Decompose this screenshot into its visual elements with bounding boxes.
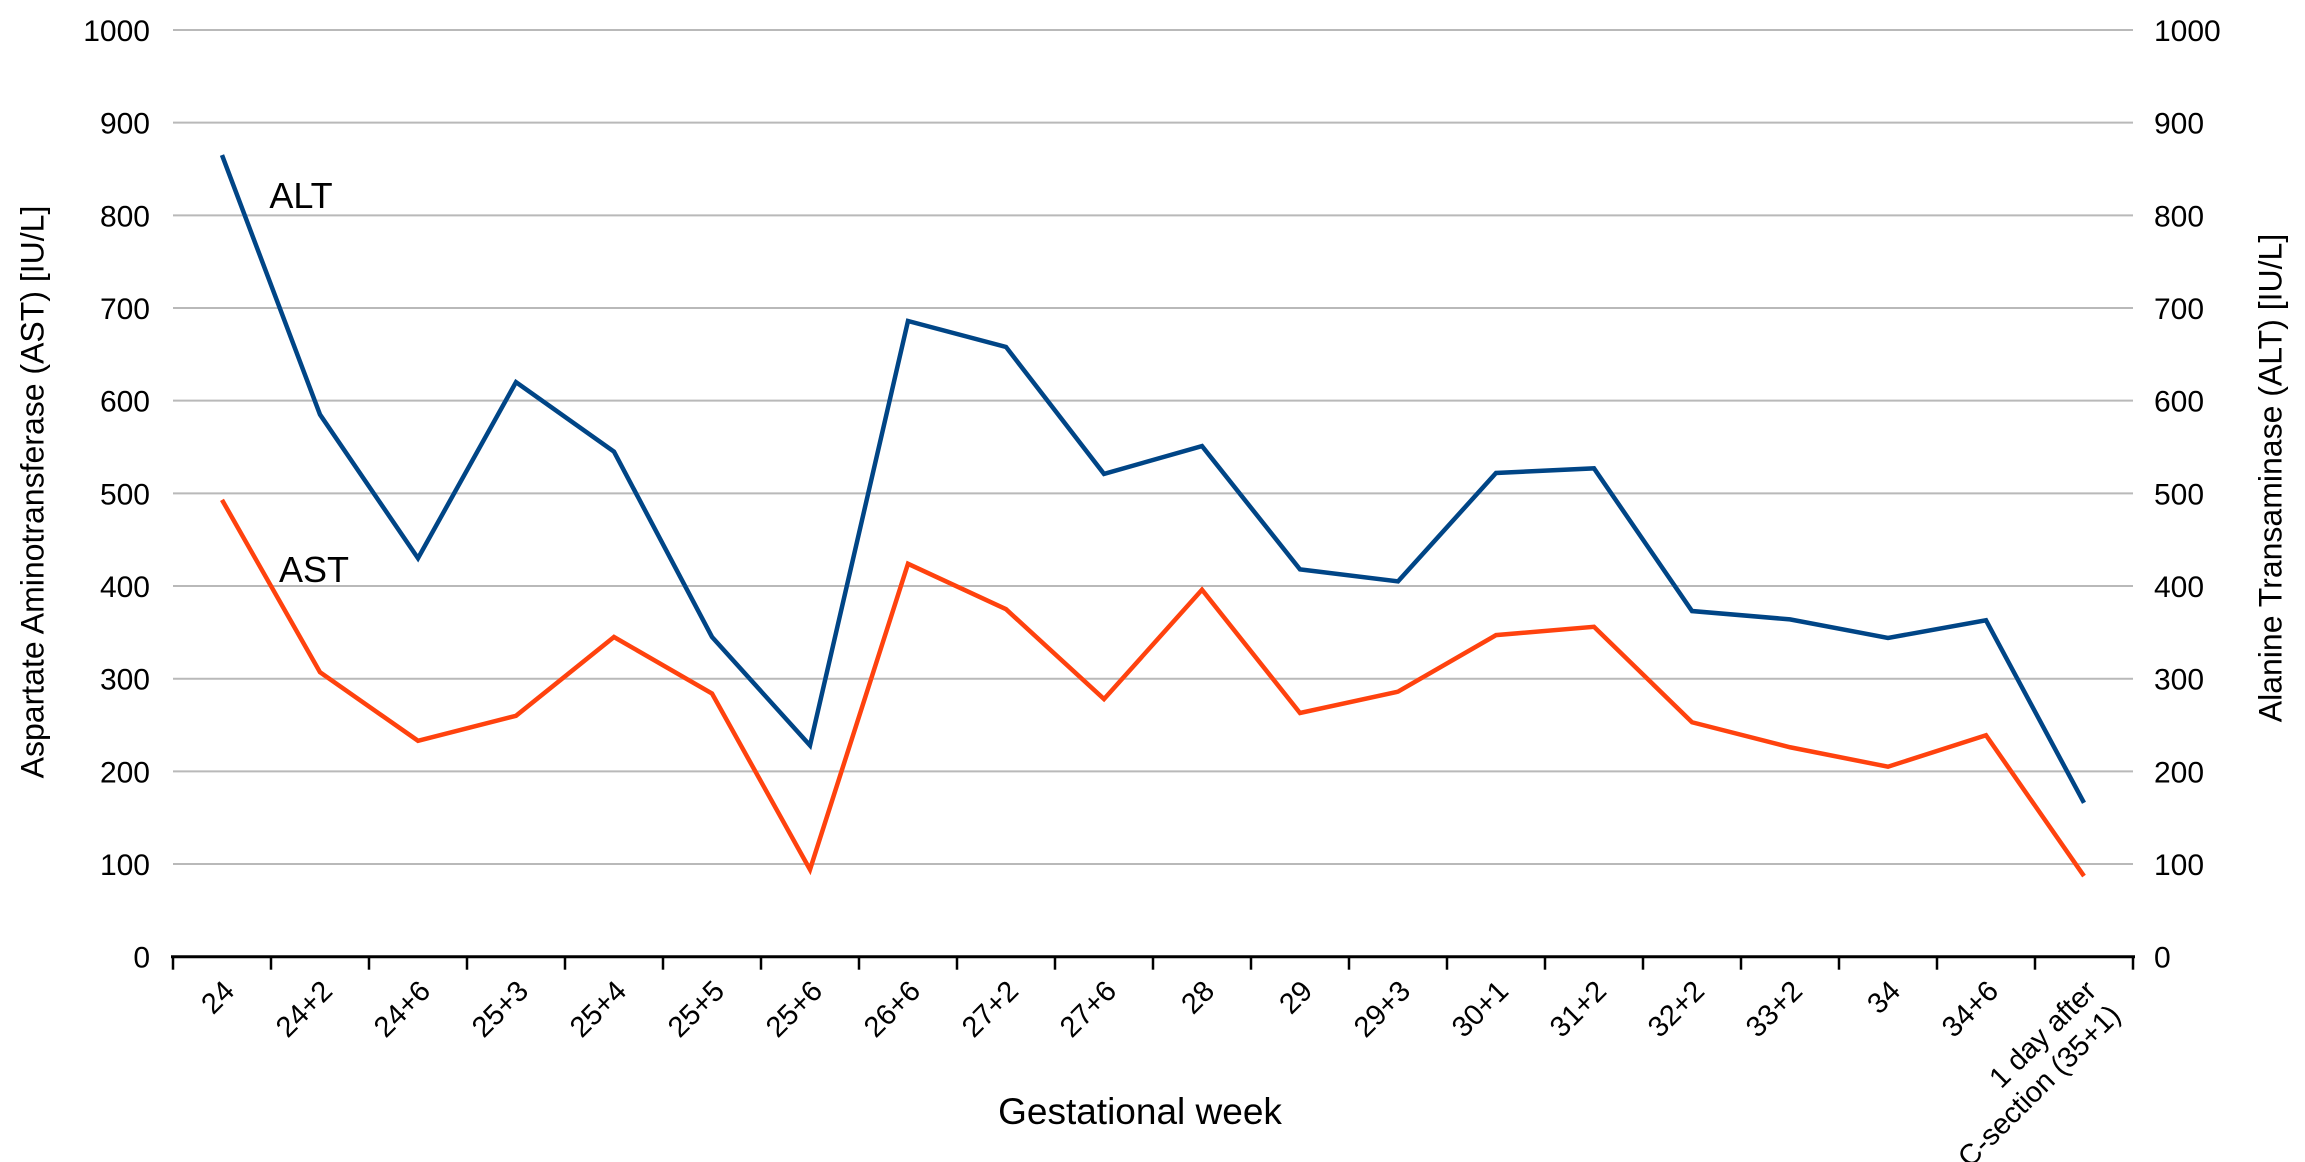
x-category-label: 28 bbox=[1176, 975, 1221, 1020]
y-axis-label-right: 600 bbox=[2154, 386, 2204, 419]
right-axis-title: Alanine Transaminase (ALT) [IU/L] bbox=[2252, 233, 2289, 723]
y-axis-label-left: 600 bbox=[100, 386, 150, 419]
y-axis-label-right: 0 bbox=[2154, 942, 2171, 975]
x-category-label: 25+5 bbox=[662, 975, 731, 1044]
y-axis-label-right: 700 bbox=[2154, 293, 2204, 326]
alt-series-line bbox=[219, 154, 2086, 804]
x-category-label: 32+2 bbox=[1642, 975, 1711, 1044]
y-axis-label-left: 1000 bbox=[83, 15, 150, 48]
y-axis-label-left: 300 bbox=[100, 664, 150, 697]
y-axis-label-right: 1000 bbox=[2154, 15, 2221, 48]
x-category-label: 34 bbox=[1862, 975, 1907, 1020]
y-axis-label-right: 500 bbox=[2154, 478, 2204, 511]
x-category-label: 24 bbox=[196, 975, 241, 1020]
x-category-label: 29+3 bbox=[1348, 975, 1417, 1044]
y-axis-label-left: 400 bbox=[100, 571, 150, 604]
y-axis-label-left: 700 bbox=[100, 293, 150, 326]
y-axis-label-right: 300 bbox=[2154, 664, 2204, 697]
y-axis-label-left: 500 bbox=[100, 478, 150, 511]
x-category-label: 26+6 bbox=[858, 975, 927, 1044]
alt-series-label: ALT bbox=[269, 175, 333, 216]
x-category-label: 31+2 bbox=[1544, 975, 1613, 1044]
x-category-label: 27+2 bbox=[956, 975, 1025, 1044]
x-category-label: 33+2 bbox=[1740, 975, 1809, 1044]
x-axis-title: Gestational week bbox=[998, 1091, 1282, 1132]
ast-series-label: AST bbox=[278, 549, 350, 590]
x-category-label: 27+6 bbox=[1054, 975, 1123, 1044]
y-axis-label-right: 900 bbox=[2154, 108, 2204, 141]
y-axis-label-left: 0 bbox=[133, 942, 150, 975]
x-category-label: 25+6 bbox=[760, 975, 829, 1044]
x-category-label: 24+2 bbox=[270, 975, 339, 1044]
x-category-label: 24+6 bbox=[368, 975, 437, 1044]
ast-series-line bbox=[220, 498, 2086, 878]
y-axis-label-left: 100 bbox=[100, 849, 150, 882]
x-category-label: 34+6 bbox=[1936, 975, 2005, 1044]
x-category-label: 25+4 bbox=[564, 975, 633, 1044]
y-axis-label-left: 200 bbox=[100, 756, 150, 789]
y-axis-label-right: 400 bbox=[2154, 571, 2204, 604]
x-category-label: 25+3 bbox=[466, 975, 535, 1044]
y-axis-label-left: 900 bbox=[100, 108, 150, 141]
y-axis-label-right: 800 bbox=[2154, 200, 2204, 233]
x-category-label: 29 bbox=[1274, 975, 1319, 1020]
y-axis-label-right: 200 bbox=[2154, 756, 2204, 789]
y-axis-label-left: 800 bbox=[100, 200, 150, 233]
x-category-label: 30+1 bbox=[1446, 975, 1515, 1044]
left-axis-title: Aspartate Aminotransferase (AST) [IU/L] bbox=[14, 205, 51, 779]
y-axis-label-right: 100 bbox=[2154, 849, 2204, 882]
